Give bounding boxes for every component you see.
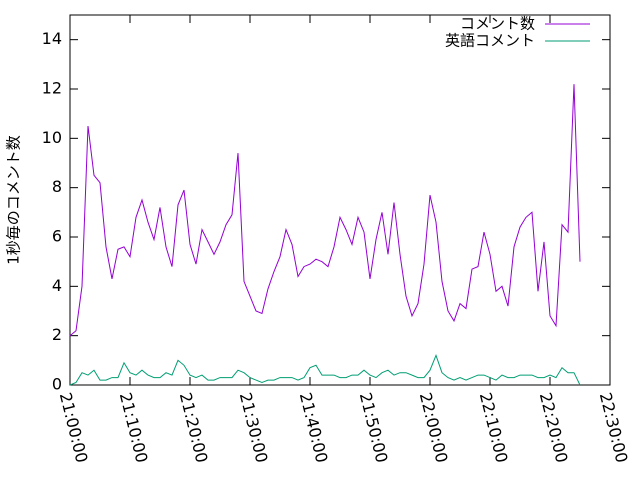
- x-tick-label: 22:30:00: [596, 390, 632, 464]
- x-tick-label: 22:20:00: [536, 390, 572, 464]
- legend-label: 英語コメント: [445, 32, 535, 50]
- y-tick-label: 10: [42, 128, 62, 147]
- plot-border: [69, 14, 611, 386]
- y-tick-label: 14: [42, 29, 62, 48]
- y-axis-label: 1秒毎のコメント数: [5, 135, 23, 265]
- x-tick-label: 21:50:00: [356, 390, 392, 464]
- y-tick-label: 4: [52, 276, 62, 295]
- y-tick-label: 8: [52, 177, 62, 196]
- y-tick-label: 6: [52, 227, 62, 246]
- x-tick-label: 21:30:00: [236, 390, 272, 464]
- x-tick-label: 21:10:00: [116, 390, 152, 464]
- series-line: [69, 84, 581, 337]
- x-tick-label: 21:20:00: [176, 390, 212, 464]
- legend-label: コメント数: [460, 15, 535, 33]
- x-tick-label: 21:40:00: [296, 390, 332, 464]
- x-tick-label: 21:00:00: [56, 390, 92, 464]
- y-tick-label: 12: [42, 79, 62, 98]
- y-tick-label: 2: [52, 325, 62, 344]
- x-tick-label: 22:00:00: [416, 390, 452, 464]
- series-line: [69, 353, 581, 386]
- x-tick-label: 22:10:00: [476, 390, 512, 464]
- y-tick-label: 0: [52, 375, 62, 394]
